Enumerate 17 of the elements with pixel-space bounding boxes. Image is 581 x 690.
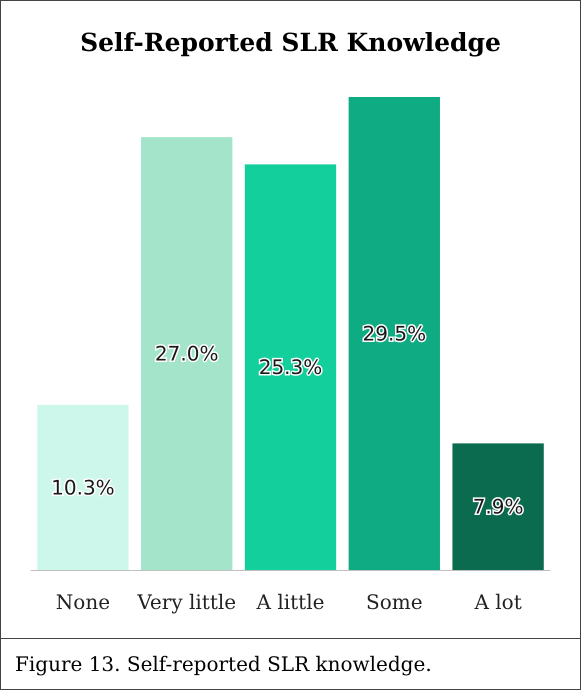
caption: Figure 13. Self-reported SLR knowledge. bbox=[15, 652, 432, 676]
bar bbox=[37, 404, 129, 570]
data-label: 7.9% bbox=[472, 494, 524, 519]
x-tick-label: Some bbox=[366, 590, 423, 614]
x-tick-label: Very little bbox=[136, 590, 236, 614]
bar bbox=[452, 443, 544, 570]
chart-title: Self-Reported SLR Knowledge bbox=[80, 28, 501, 57]
data-label: 27.0% bbox=[154, 342, 218, 366]
data-label: 29.5% bbox=[362, 322, 426, 346]
data-label: 25.3% bbox=[258, 355, 322, 380]
data-label: 10.3% bbox=[51, 475, 115, 500]
x-tick-label: A little bbox=[256, 590, 324, 614]
bar bbox=[348, 97, 440, 570]
x-tick-label: None bbox=[56, 590, 110, 614]
x-tick-label: A lot bbox=[473, 590, 522, 614]
bar bbox=[141, 137, 232, 570]
bar bbox=[244, 164, 336, 570]
